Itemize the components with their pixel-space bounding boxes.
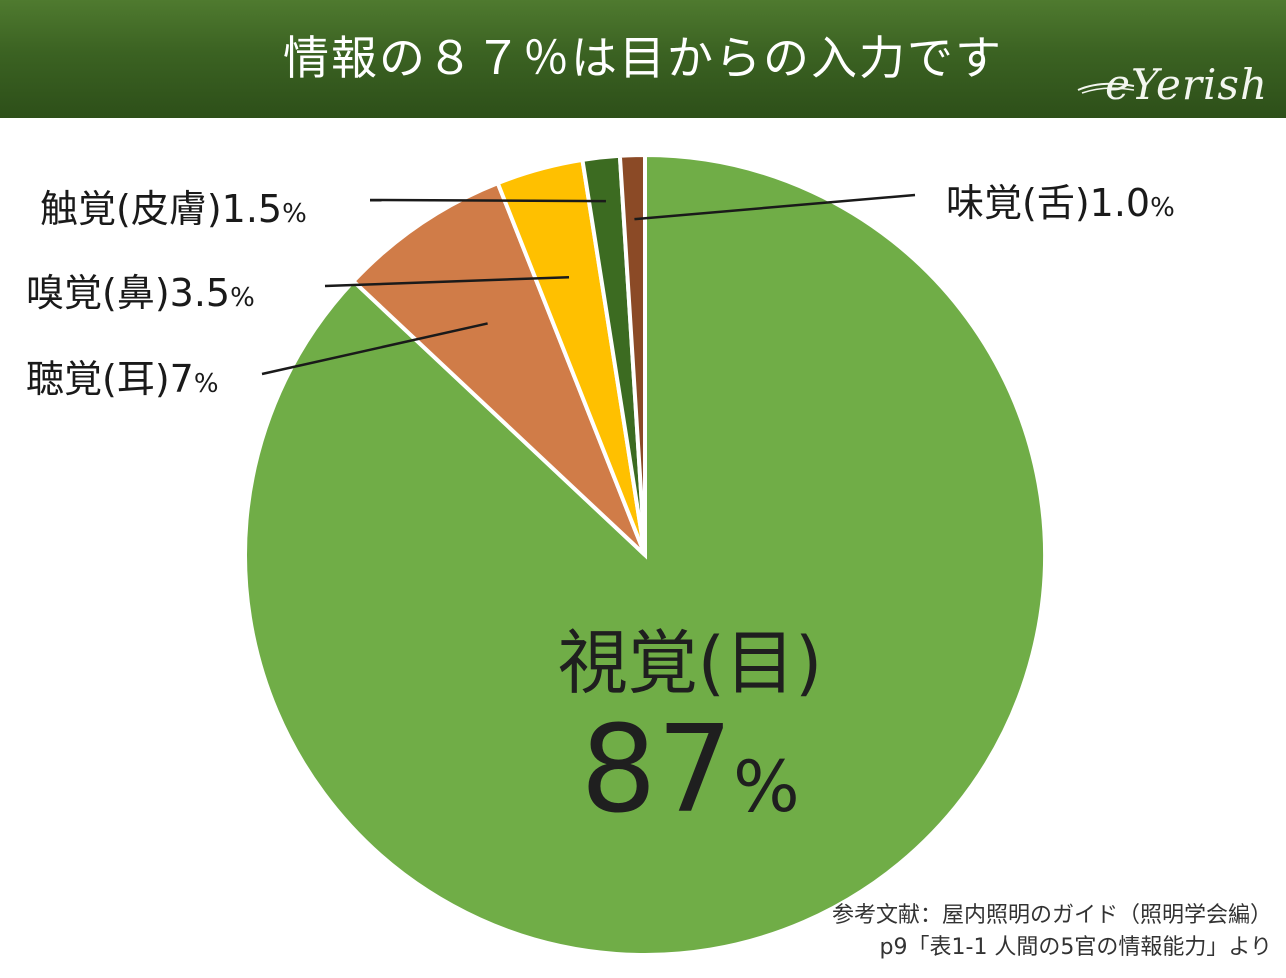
source-line-1: 参考文献：屋内照明のガイド（照明学会編） bbox=[831, 903, 1272, 928]
source-citation: 参考文献：屋内照明のガイド（照明学会編） p9「表1-1 人間の5官の情報能力」… bbox=[832, 900, 1272, 964]
title-banner bbox=[0, 0, 1286, 118]
leader-line-hearing bbox=[261, 322, 488, 376]
percent-sign: % bbox=[193, 369, 219, 399]
slice-label-hearing: 聴覚(耳)7% bbox=[26, 348, 219, 403]
logo-swoosh-icon bbox=[1077, 82, 1135, 94]
slice-label-taste: 味覚(舌)1.0% bbox=[946, 172, 1175, 227]
pie-slice-hearing bbox=[350, 180, 647, 557]
source-line-2: p9「表1-1 人間の5官の情報能力」より bbox=[879, 935, 1272, 960]
slice-label-name: 嗅覚(鼻) bbox=[26, 271, 170, 315]
percent-sign: % bbox=[230, 283, 255, 313]
slice-label-value: 1.5 bbox=[221, 187, 283, 231]
percent-sign: % bbox=[1150, 193, 1175, 223]
pie-slice-taste bbox=[617, 152, 647, 556]
slice-label-value: 1.0 bbox=[1089, 181, 1151, 225]
percent-sign: % bbox=[282, 199, 307, 229]
slice-label-name: 味覚(舌) bbox=[946, 181, 1090, 225]
slice-label-sight: 視覚(目) 87% bbox=[500, 620, 880, 852]
slice-label-value: 87% bbox=[500, 706, 880, 852]
slice-label-name: 聴覚(耳) bbox=[26, 357, 170, 401]
brand-logo: eYerish bbox=[1105, 60, 1268, 109]
slice-label-value: 3.5 bbox=[169, 271, 231, 315]
leader-line-taste bbox=[634, 193, 916, 221]
slice-label-smell: 嗅覚(鼻)3.5% bbox=[26, 262, 255, 317]
leader-line-touch bbox=[369, 198, 606, 203]
slice-label-value: 7 bbox=[169, 357, 194, 401]
leader-line-smell bbox=[324, 275, 570, 288]
chart-title: 情報の８７％は目からの入力です bbox=[283, 31, 1003, 85]
slice-label-name: 視覚(目) bbox=[557, 622, 823, 704]
percent-sign: % bbox=[733, 746, 800, 828]
slice-value-number: 87 bbox=[580, 701, 734, 840]
slice-label-name: 触覚(皮膚) bbox=[40, 187, 222, 231]
slice-label-touch: 触覚(皮膚)1.5% bbox=[40, 178, 307, 233]
